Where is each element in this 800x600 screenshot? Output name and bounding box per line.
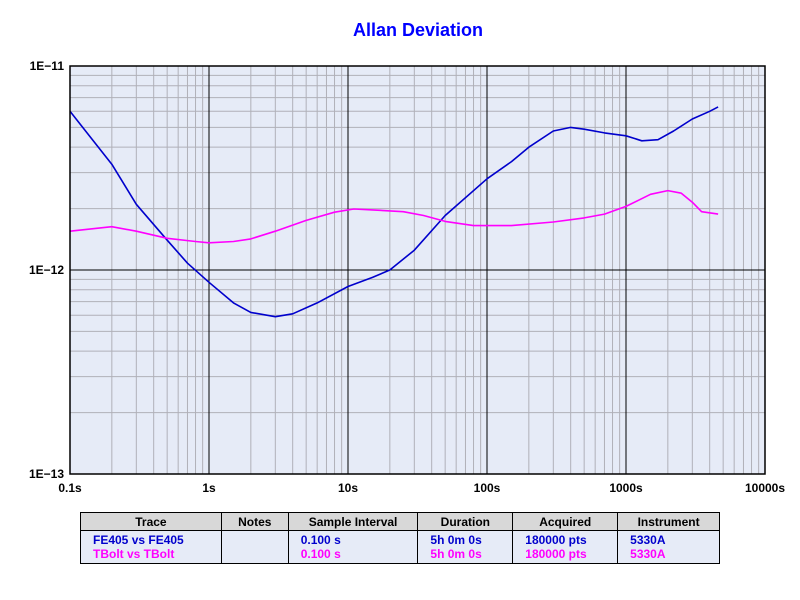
- table-row[interactable]: TBolt vs TBolt 0.100 s 5h 0m 0s 180000 p…: [80, 547, 720, 564]
- header-trace: Trace: [80, 512, 222, 531]
- x-tick-label: 0.1s: [58, 481, 82, 495]
- header-sample-interval: Sample Interval: [287, 512, 419, 531]
- duration: 5h 0m 0s: [417, 530, 514, 547]
- y-tick-label: 1E−11: [30, 59, 65, 73]
- header-acquired: Acquired: [512, 512, 619, 531]
- acquired-count: 180000 pts: [512, 530, 619, 547]
- x-axis-tick-labels: 0.1s 1s 10s 100s 1000s 10000s: [58, 481, 785, 495]
- allan-deviation-chart: Allan Deviation 0.1s 1s 10s 100s 1000s 10000s…: [29, 20, 785, 495]
- sample-interval: 0.100 s: [287, 530, 419, 547]
- data-series: [69, 106, 719, 318]
- trace-name: TBolt vs TBolt: [80, 547, 222, 564]
- header-notes: Notes: [220, 512, 289, 531]
- grid-lines: [69, 65, 766, 475]
- chart-title: Allan Deviation: [353, 20, 483, 40]
- y-tick-label: 1E−13: [29, 467, 64, 481]
- header-instrument: Instrument: [617, 512, 720, 531]
- x-tick-label: 10000s: [745, 481, 785, 495]
- instrument: 5330A: [617, 530, 720, 547]
- trace-notes: [220, 530, 289, 547]
- series-line-fe405: [69, 106, 719, 318]
- x-tick-label: 1000s: [609, 481, 643, 495]
- duration: 5h 0m 0s: [417, 547, 514, 564]
- plot-frame: [69, 65, 766, 475]
- x-tick-label: 100s: [474, 481, 501, 495]
- trace-name: FE405 vs FE405: [80, 530, 222, 547]
- header-duration: Duration: [417, 512, 514, 531]
- x-tick-label: 10s: [338, 481, 358, 495]
- trace-info-table: Trace Notes Sample Interval Duration Acq…: [80, 512, 720, 564]
- table-row[interactable]: FE405 vs FE405 0.100 s 5h 0m 0s 180000 p…: [80, 530, 720, 547]
- trace-notes: [220, 547, 289, 564]
- y-tick-label: 1E−12: [29, 263, 64, 277]
- x-tick-label: 1s: [202, 481, 216, 495]
- acquired-count: 180000 pts: [512, 547, 619, 564]
- sample-interval: 0.100 s: [287, 547, 419, 564]
- y-axis-tick-labels: 1E−13 1E−12 1E−11: [29, 59, 64, 481]
- instrument: 5330A: [617, 547, 720, 564]
- series-line-tbolt: [69, 189, 719, 244]
- table-header-row: Trace Notes Sample Interval Duration Acq…: [80, 512, 720, 531]
